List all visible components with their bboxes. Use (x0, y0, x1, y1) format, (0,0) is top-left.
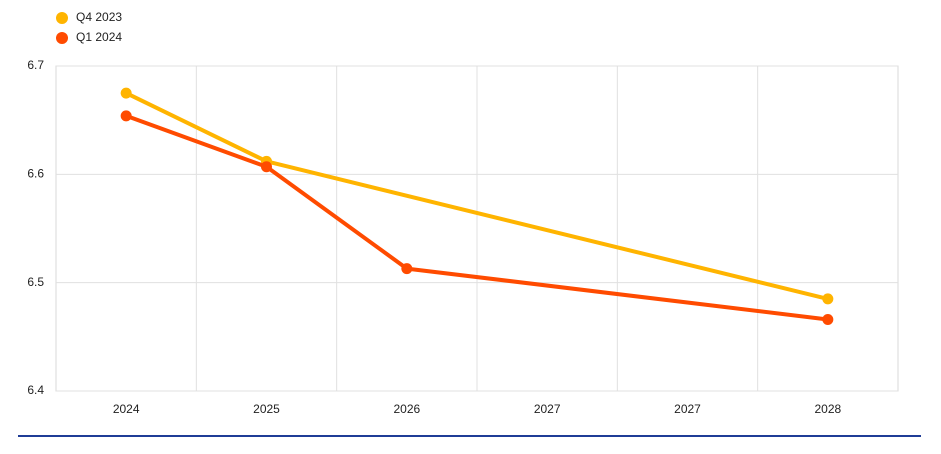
data-point (261, 161, 272, 173)
x-tick-label: 2024 (113, 402, 140, 416)
x-tick-label: 2027 (674, 402, 701, 416)
data-point (120, 87, 132, 99)
x-tick-label: 2028 (814, 402, 841, 416)
legend-swatch (56, 32, 68, 44)
x-tick-label: 2027 (534, 402, 561, 416)
y-tick-label: 6.4 (27, 383, 44, 397)
data-point (120, 110, 132, 122)
y-tick-label: 6.6 (27, 167, 44, 181)
x-tick-label: 2026 (393, 402, 420, 416)
data-point (822, 293, 834, 305)
series-line (124, 113, 830, 322)
x-tick-label: 2025 (253, 402, 280, 416)
legend-label: Q4 2023 (76, 10, 122, 24)
legend-swatch (56, 12, 68, 24)
data-point (401, 263, 413, 275)
y-tick-label: 6.7 (27, 58, 44, 72)
data-point (822, 314, 834, 325)
legend-label: Q1 2024 (76, 30, 122, 44)
y-tick-label: 6.5 (27, 275, 44, 289)
